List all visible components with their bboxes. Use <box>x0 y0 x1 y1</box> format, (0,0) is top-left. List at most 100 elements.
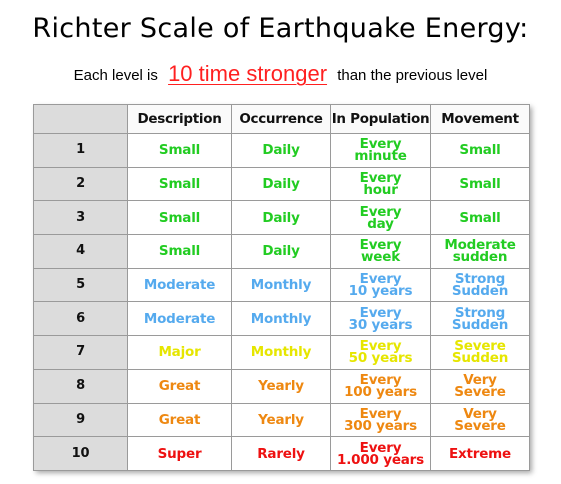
cell-population: Every day <box>330 200 431 236</box>
cell-movement-text: Severe Sudden <box>451 338 509 367</box>
cell-population: Every minute <box>330 133 431 168</box>
cell-description: Major <box>127 335 232 370</box>
cell-description: Small <box>127 234 232 269</box>
cell-description: Small <box>127 166 232 202</box>
cell-occurrence-text: Monthly <box>250 277 312 294</box>
cell-movement-text: Strong Sudden <box>451 271 509 300</box>
subtitle-before: Each level is <box>73 67 158 84</box>
cell-population: Every 10 years <box>330 267 431 303</box>
cell-level: 9 <box>33 402 128 438</box>
cell-movement: Strong Sudden <box>430 301 530 337</box>
cell-population-text: Every 50 years <box>348 338 413 367</box>
table-row: 9 Great Yearly Every 300 years Very Severe <box>33 402 530 438</box>
cell-population: Every week <box>330 234 431 269</box>
table-row: 4 Small Daily Every week Moderate sudden <box>33 234 530 269</box>
cell-level-text: 2 <box>76 176 85 192</box>
cell-description: Moderate <box>127 267 232 303</box>
cell-level: 2 <box>33 166 128 202</box>
cell-movement-text: Very Severe <box>454 405 506 434</box>
cell-population-text: Every week <box>359 237 402 266</box>
header-occurrence: Occurrence <box>231 104 331 134</box>
cell-level: 1 <box>33 133 128 168</box>
cell-occurrence: Monthly <box>231 267 331 303</box>
cell-population-text: Every 1.000 years <box>337 439 424 468</box>
cell-level-text: 3 <box>76 209 85 225</box>
cell-population: Every 100 years <box>330 368 431 404</box>
cell-occurrence: Yearly <box>231 368 331 404</box>
cell-population-text: Every minute <box>354 136 407 165</box>
subtitle-emphasis: 10 time stronger <box>168 61 328 86</box>
table-body: 1 Small Daily Every minute Small 2 Small Daily E… <box>33 133 530 471</box>
cell-movement-text: Moderate sudden <box>444 237 516 266</box>
cell-description-text: Small <box>158 209 201 226</box>
cell-movement: Very Severe <box>430 402 530 438</box>
cell-occurrence-text: Daily <box>262 142 300 159</box>
cell-movement: Small <box>430 166 530 202</box>
cell-description-text: Great <box>158 411 201 428</box>
cell-population: Every 30 years <box>330 301 431 337</box>
cell-population-text: Every hour <box>359 170 402 199</box>
table-header-row: Description Occurrence In Population Mov… <box>33 104 530 134</box>
cell-movement: Very Severe <box>430 368 530 404</box>
cell-movement: Small <box>430 133 530 168</box>
cell-population-text: Every 300 years <box>344 405 417 434</box>
cell-level: 10 <box>33 436 128 471</box>
subtitle-after: than the previous level <box>337 67 488 84</box>
table-row: 1 Small Daily Every minute Small <box>33 133 530 168</box>
cell-occurrence-text: Daily <box>262 209 300 226</box>
cell-description: Small <box>127 200 232 236</box>
cell-occurrence-text: Monthly <box>250 310 312 327</box>
cell-level-text: 7 <box>76 344 85 360</box>
cell-movement: Severe Sudden <box>430 335 530 370</box>
richter-table: Description Occurrence In Population Mov… <box>33 104 530 471</box>
cell-level-text: 5 <box>76 277 85 293</box>
cell-population-text: Every 100 years <box>344 372 417 401</box>
cell-level-text: 9 <box>76 411 85 427</box>
cell-occurrence: Daily <box>231 234 331 269</box>
cell-occurrence-text: Daily <box>262 243 300 260</box>
cell-population: Every 300 years <box>330 402 431 438</box>
cell-population-text: Every 30 years <box>348 304 413 333</box>
cell-level: 5 <box>33 267 128 303</box>
header-description: Description <box>127 104 232 134</box>
cell-occurrence: Monthly <box>231 335 331 370</box>
table-row: 7 Major Monthly Every 50 years Severe Sudden <box>33 335 530 370</box>
header-level <box>33 104 128 134</box>
table-row: 8 Great Yearly Every 100 years Very Severe <box>33 368 530 404</box>
cell-movement: Small <box>430 200 530 236</box>
cell-level-text: 8 <box>76 378 85 394</box>
cell-level-text: 1 <box>76 142 85 158</box>
cell-description: Great <box>127 368 232 404</box>
cell-level: 4 <box>33 234 128 269</box>
cell-description-text: Super <box>157 445 202 462</box>
table-row: 3 Small Daily Every day Small <box>33 200 530 236</box>
cell-movement: Moderate sudden <box>430 234 530 269</box>
cell-level: 8 <box>33 368 128 404</box>
cell-occurrence-text: Yearly <box>258 378 304 395</box>
table-row: 5 Moderate Monthly Every 10 years Strong Sud… <box>33 267 530 303</box>
cell-movement-text: Small <box>459 142 501 159</box>
header-population: In Population <box>330 104 431 134</box>
cell-description-text: Small <box>158 243 201 260</box>
cell-occurrence: Daily <box>231 200 331 236</box>
cell-occurrence: Monthly <box>231 301 331 337</box>
cell-description-text: Moderate <box>143 310 216 327</box>
cell-occurrence: Rarely <box>231 436 331 471</box>
cell-description: Great <box>127 402 232 438</box>
cell-level: 3 <box>33 200 128 236</box>
cell-population-text: Every 10 years <box>348 271 413 300</box>
cell-description: Small <box>127 133 232 168</box>
cell-description-text: Great <box>158 378 201 395</box>
cell-occurrence-text: Daily <box>262 176 300 193</box>
cell-occurrence-text: Monthly <box>250 344 312 361</box>
table-row: 10 Super Rarely Every 1.000 years Extreme <box>33 436 530 471</box>
cell-description: Super <box>127 436 232 471</box>
table-row: 6 Moderate Monthly Every 30 years Strong Sud… <box>33 301 530 337</box>
cell-population: Every hour <box>330 166 431 202</box>
cell-movement-text: Extreme <box>448 445 512 462</box>
cell-movement: Strong Sudden <box>430 267 530 303</box>
subtitle: Each level is 10 time stronger than the … <box>0 60 561 86</box>
cell-occurrence: Daily <box>231 166 331 202</box>
cell-description-text: Major <box>158 344 201 361</box>
header-movement: Movement <box>430 104 530 134</box>
